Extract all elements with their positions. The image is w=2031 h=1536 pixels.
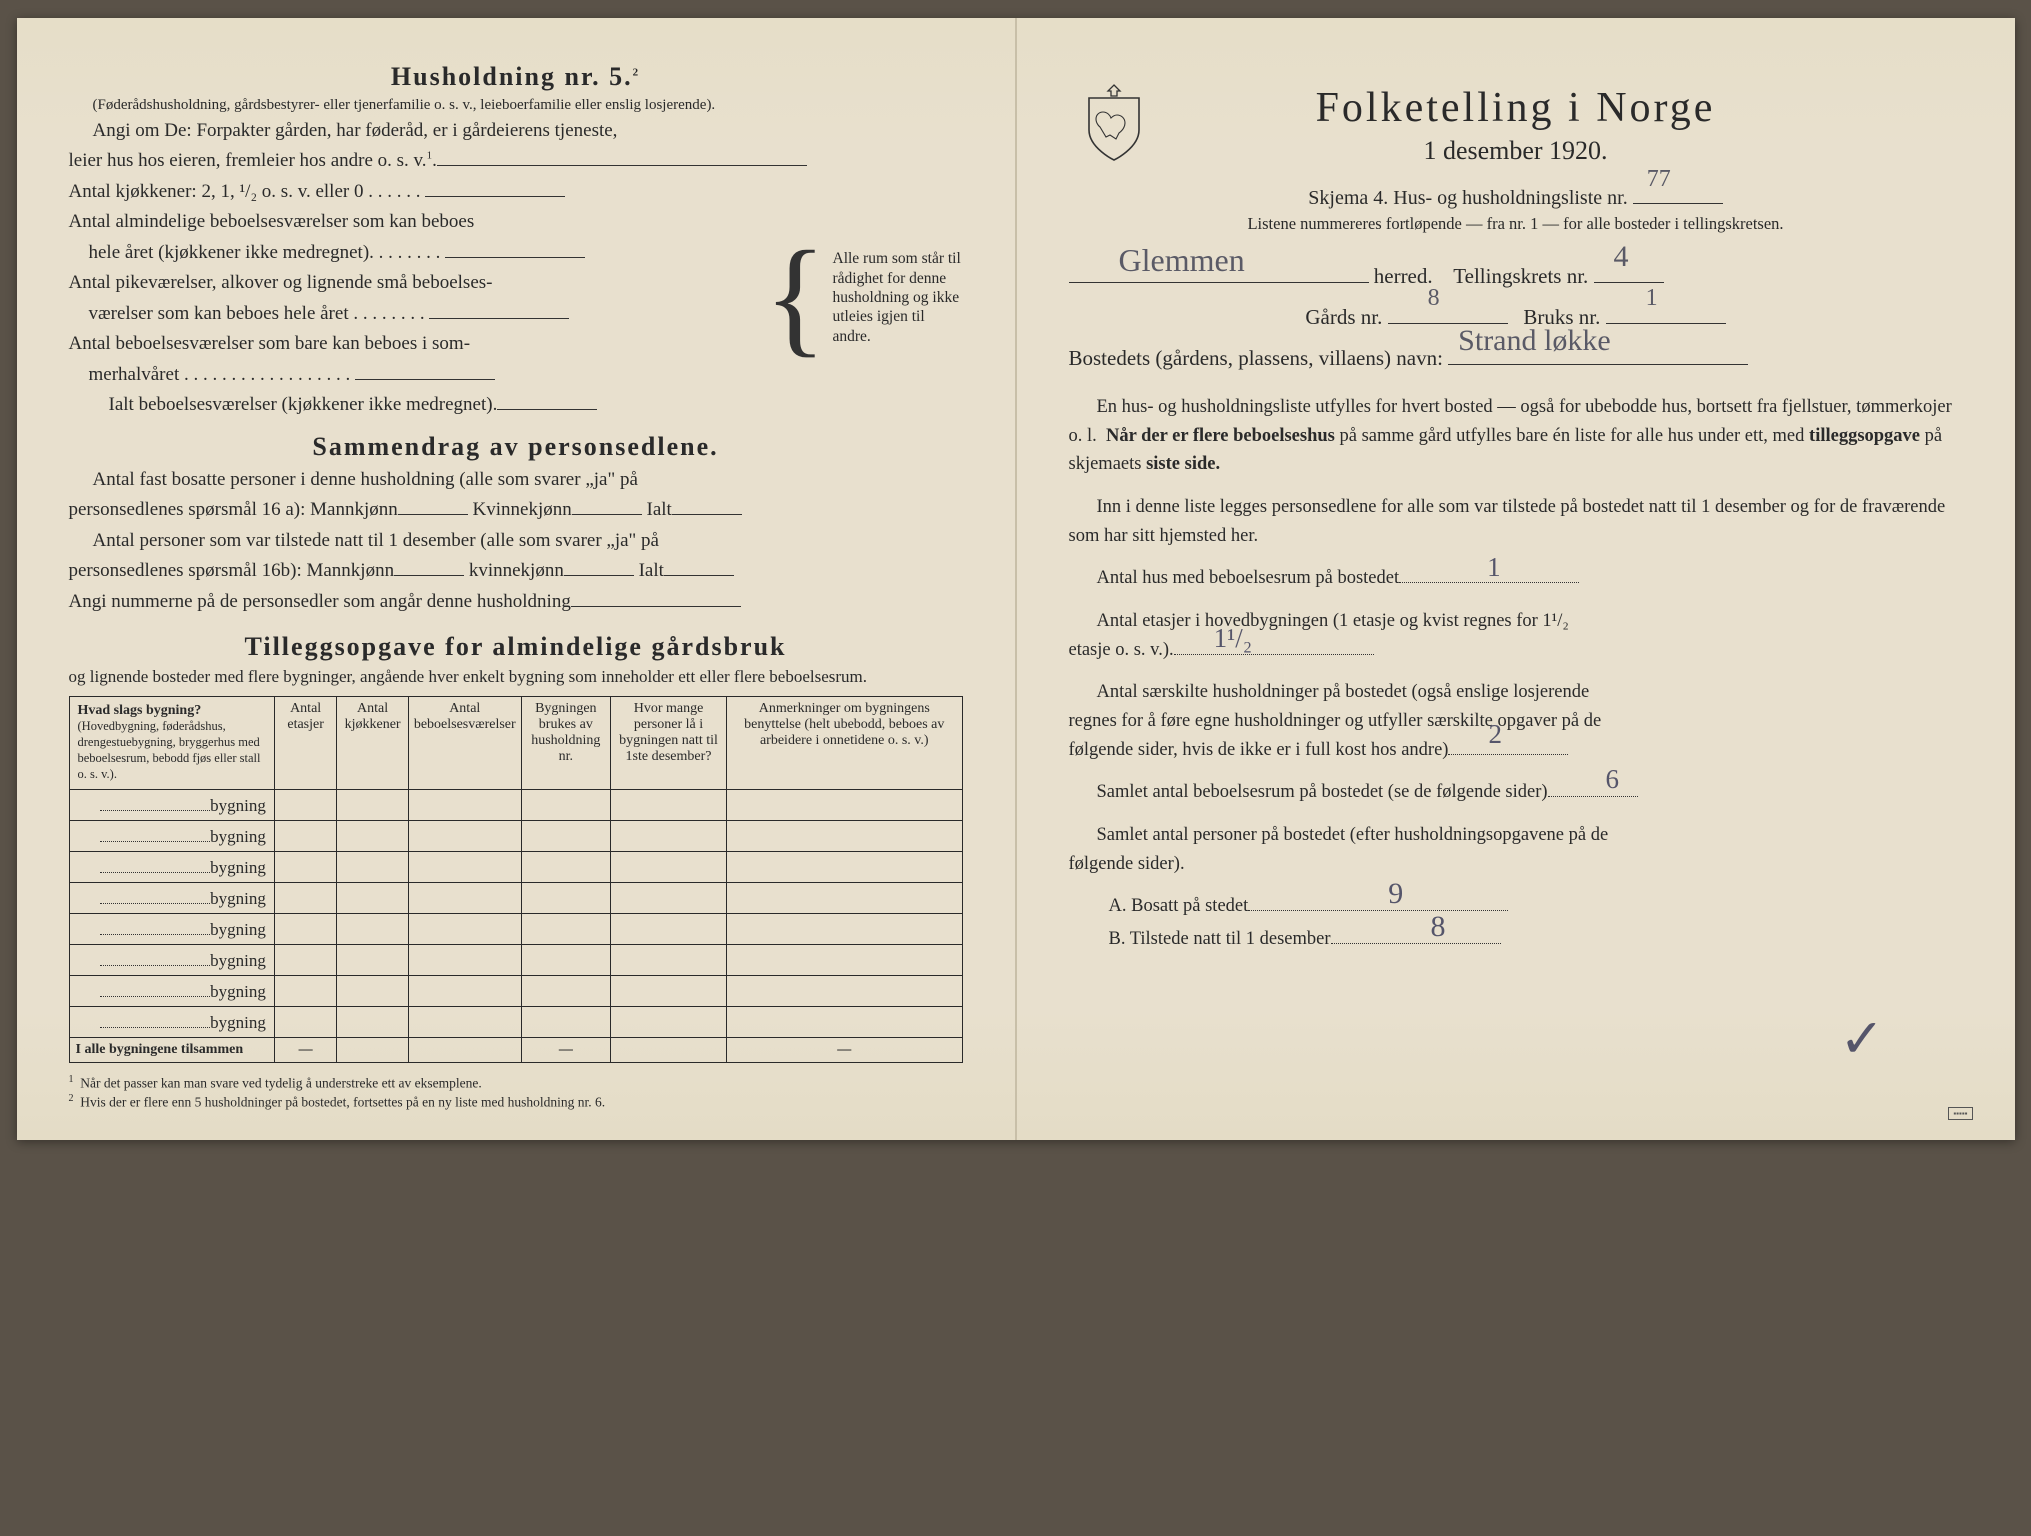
section-heading-sammendrag: Sammendrag av personsedlene. (69, 432, 963, 462)
brace-icon: { (764, 239, 826, 356)
printer-imprint: ▪▪▪▪▪ (1948, 1107, 1972, 1120)
krets-value: 4 (1614, 240, 1629, 274)
right-page: Folketelling i Norge 1 desember 1920. Sk… (1016, 18, 2015, 1140)
summary-l1: Antal fast bosatte personer i denne hush… (69, 466, 963, 495)
summary-l3: Antal personer som var tilstede natt til… (69, 527, 963, 556)
rooms-pike-b: værelser som kan beboes hele året . . . … (69, 300, 759, 329)
th-husholdnr: Bygningen brukes av husholdning nr. (521, 696, 610, 789)
qA-row: A. Bosatt på stedet9 (1069, 892, 1963, 921)
rooms-block: Antal kjøkkener: 2, 1, ¹/₂ o. s. v. elle… (69, 176, 963, 420)
herred-row: Glemmen herred. Tellingskrets nr. 4 (1069, 262, 1963, 289)
instructions-p2: Inn i denne liste legges personsedlene f… (1069, 493, 1963, 550)
left-page: Husholdning nr. 5.2 (Føderådshusholdning… (17, 18, 1016, 1140)
table-row: bygning (69, 851, 962, 882)
gard-value: 8 (1428, 285, 1440, 312)
bruk-value: 1 (1646, 285, 1658, 312)
section-heading-husholdning5: Husholdning nr. 5.2 (69, 62, 963, 92)
summary-l2: personsedlenes spørsmål 16 a): Mannkjønn… (69, 496, 963, 525)
rooms-alm-a: Antal almindelige beboelsesværelser som … (69, 208, 759, 237)
skjema-line: Skjema 4. Hus- og husholdningsliste nr. … (1069, 184, 1963, 210)
q2-row-b: etasje o. s. v.).1¹/₂ (1069, 636, 1963, 665)
q1-row: Antal hus med beboelsesrum på bostedet1 (1069, 564, 1963, 593)
h5-question-line2: leier hus hos eieren, fremleier hos andr… (69, 147, 963, 176)
section-heading-tillegg: Tilleggsopgave for almindelige gårdsbruk (69, 632, 963, 662)
instructions-p1: En hus- og husholdningsliste utfylles fo… (1069, 393, 1963, 479)
rooms-pike-a: Antal pikeværelser, alkover og lignende … (69, 269, 759, 298)
th-kjokken: Antal kjøkkener (337, 696, 408, 789)
herred-value: Glemmen (1119, 242, 1245, 279)
table-row: bygning (69, 975, 962, 1006)
rooms-sommer-a: Antal beboelsesværelser som bare kan beb… (69, 330, 759, 359)
q5-row-b: følgende sider). (1069, 850, 1963, 879)
th-etasjer: Antal etasjer (274, 696, 337, 789)
main-title: Folketelling i Norge (1069, 84, 1963, 132)
q1-value: 1 (1459, 547, 1501, 589)
document-spread: Husholdning nr. 5.2 (Føderådshusholdning… (17, 18, 2015, 1140)
bosted-row: Bostedets (gårdens, plassens, villaens) … (1069, 344, 1963, 371)
q4-row: Samlet antal beboelsesrum på bostedet (s… (1069, 778, 1963, 807)
coat-of-arms-icon (1079, 82, 1149, 164)
bosted-value: Strand løkke (1458, 324, 1610, 358)
table-row: bygning (69, 882, 962, 913)
buildings-tbody: bygning bygning bygning bygning bygning … (69, 789, 962, 1062)
q5-row-a: Samlet antal personer på bostedet (efter… (1069, 821, 1963, 850)
checkmark-icon: ✓ (1839, 1007, 1884, 1070)
brace-text: Alle rum som står til rådighet for denne… (833, 249, 963, 346)
h5-question-line1: Angi om De: Forpakter gården, har føderå… (69, 117, 963, 146)
table-row: bygning (69, 944, 962, 975)
footnotes: 1 Når det passer kan man svare ved tydel… (69, 1073, 963, 1112)
th-anm: Anmerkninger om bygningens benyttelse (h… (727, 696, 962, 789)
th-vaerelser: Antal beboelsesværelser (408, 696, 521, 789)
q4-value: 6 (1578, 759, 1620, 801)
table-row: bygning (69, 913, 962, 944)
q2-value: 1¹/₂ (1214, 618, 1253, 660)
rooms-sommer-b: merhalvåret . . . . . . . . . . . . . . … (69, 361, 759, 390)
rooms-kjokken: Antal kjøkkener: 2, 1, ¹/₂ o. s. v. elle… (69, 178, 759, 207)
tillegg-sub: og lignende bosteder med flere bygninger… (69, 666, 963, 687)
qB-value: 8 (1391, 904, 1446, 951)
husholdning5-note: (Føderådshusholdning, gårdsbestyrer- ell… (69, 96, 963, 115)
q2-row-a: Antal etasjer i hovedbygningen (1 etasje… (1069, 607, 1963, 636)
table-row: bygning (69, 789, 962, 820)
summary-l5: Angi nummerne på de personsedler som ang… (69, 588, 963, 617)
summary-l4: personsedlenes spørsmål 16b): Mannkjønn … (69, 557, 963, 586)
table-row: bygning (69, 820, 962, 851)
rooms-sum: Ialt beboelsesværelser (kjøkkener ikke m… (69, 391, 759, 420)
q3-row-a: Antal særskilte husholdninger på bostede… (1069, 678, 1963, 707)
rooms-alm-b: hele året (kjøkkener ikke medregnet). . … (69, 239, 759, 268)
buildings-table: Hvad slags bygning? (Hovedbygning, føder… (69, 696, 963, 1063)
q3-row-b: regnes for å føre egne husholdninger og … (1069, 707, 1963, 736)
q3-value: 2 (1488, 714, 1502, 756)
table-sum-row: I alle bygningene tilsammen — — — (69, 1037, 962, 1062)
th-personer: Hvor mange personer lå i bygningen natt … (610, 696, 726, 789)
q3-row-c: følgende sider, hvis de ikke er i full k… (1069, 736, 1963, 765)
th-bygning: Hvad slags bygning? (Hovedbygning, føder… (69, 696, 274, 789)
listene-note: Listene nummereres fortløpende — fra nr.… (1069, 214, 1963, 234)
list-nr-value: 77 (1647, 166, 1671, 193)
qB-row: B. Tilstede natt til 1 desember8 (1069, 925, 1963, 954)
main-subtitle: 1 desember 1920. (1069, 136, 1963, 166)
table-row: bygning (69, 1006, 962, 1037)
